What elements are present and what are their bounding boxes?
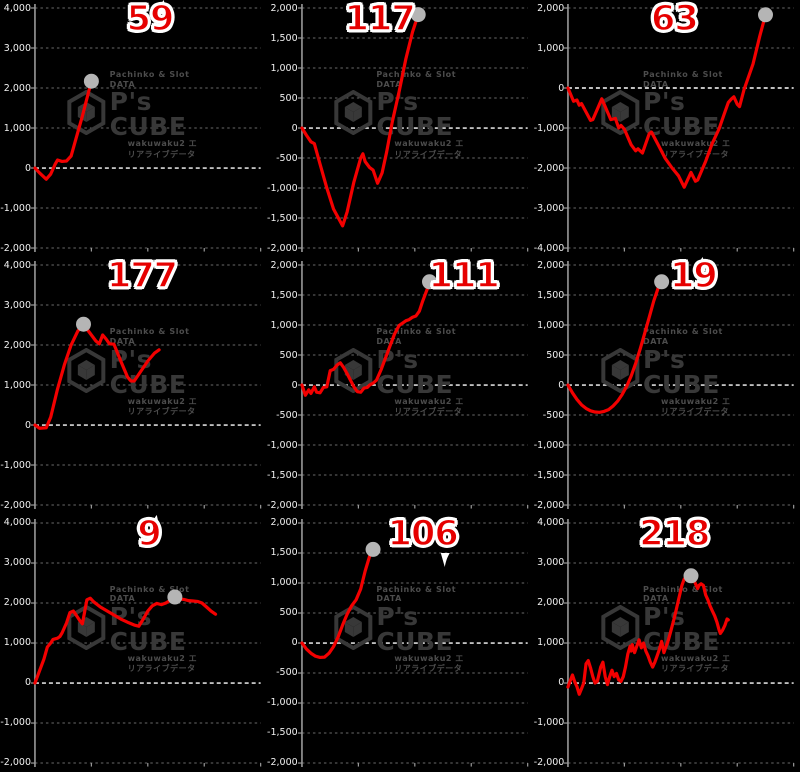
callout-tail-icon (440, 552, 450, 567)
current-point-marker (421, 274, 437, 290)
chart-cell[interactable]: 2,000 1,500 1,000 500 0 -500 -1,000 -1,500 -2,00… (267, 515, 534, 772)
current-point-marker (83, 73, 99, 89)
graph-layer (300, 541, 450, 659)
axis-grid-layer (564, 518, 795, 767)
callout-tail-icon (157, 0, 167, 15)
slump-graph-line (566, 13, 768, 189)
graph-layer (33, 317, 161, 431)
slump-graph-line (33, 79, 93, 181)
graph-layer (300, 274, 437, 398)
current-point-marker (758, 7, 774, 23)
slump-graph-line (300, 548, 375, 659)
current-point-marker (410, 7, 426, 23)
current-point-marker (167, 589, 183, 605)
chart-cell[interactable]: 4,000 3,000 2,000 1,000 0 -1,000 -2,000 Pachin… (0, 514, 267, 772)
current-point-marker (654, 274, 670, 290)
chart-cell[interactable]: 2,000 1,500 1,000 500 0 -500 -1,000 -1,500 -2,00… (267, 257, 534, 514)
axis-grid-layer (30, 261, 262, 510)
slump-graph-line (33, 323, 161, 431)
slump-graph-line (300, 13, 420, 228)
current-point-marker (76, 317, 91, 333)
graph-layer (33, 514, 218, 685)
callout-tail-icon (150, 514, 160, 529)
graph-layer (300, 7, 426, 228)
chart-cell[interactable]: 4,000 3,000 2,000 1,000 0 -1,000 -2,000 Pachin… (0, 257, 267, 514)
axis-grid-layer (30, 4, 262, 253)
callout-tail-icon (697, 257, 707, 272)
chart-cell[interactable]: 4,000 3,000 2,000 1,000 0 -1,000 -2,000 Pachin… (533, 515, 800, 772)
current-point-marker (683, 567, 699, 583)
axis-grid-layer (30, 518, 262, 767)
chart-cell[interactable]: 2,000 1,500 1,000 500 0 -500 -1,000 -1,500 -2,00… (533, 257, 800, 514)
slump-graph-line (566, 573, 731, 696)
chart-cell[interactable]: 4,000 3,000 2,000 1,000 0 -1,000 -2,000 Pachin… (0, 0, 267, 257)
graph-layer (566, 7, 774, 189)
chart-cell[interactable]: 2,000 1,000 0 -1,000 -2,000 -3,000 -4,000 Pach… (533, 0, 800, 257)
slump-graph-line (33, 595, 218, 685)
graph-layer (566, 257, 707, 415)
slump-graph-line (300, 281, 431, 398)
graph-layer (33, 0, 167, 181)
current-point-marker (365, 541, 381, 557)
chart-cell[interactable]: 2,000 1,500 1,000 500 0 -500 -1,000 -1,500 -2,00… (267, 0, 534, 257)
slump-graph-line (566, 280, 664, 415)
graph-layer (566, 567, 731, 696)
